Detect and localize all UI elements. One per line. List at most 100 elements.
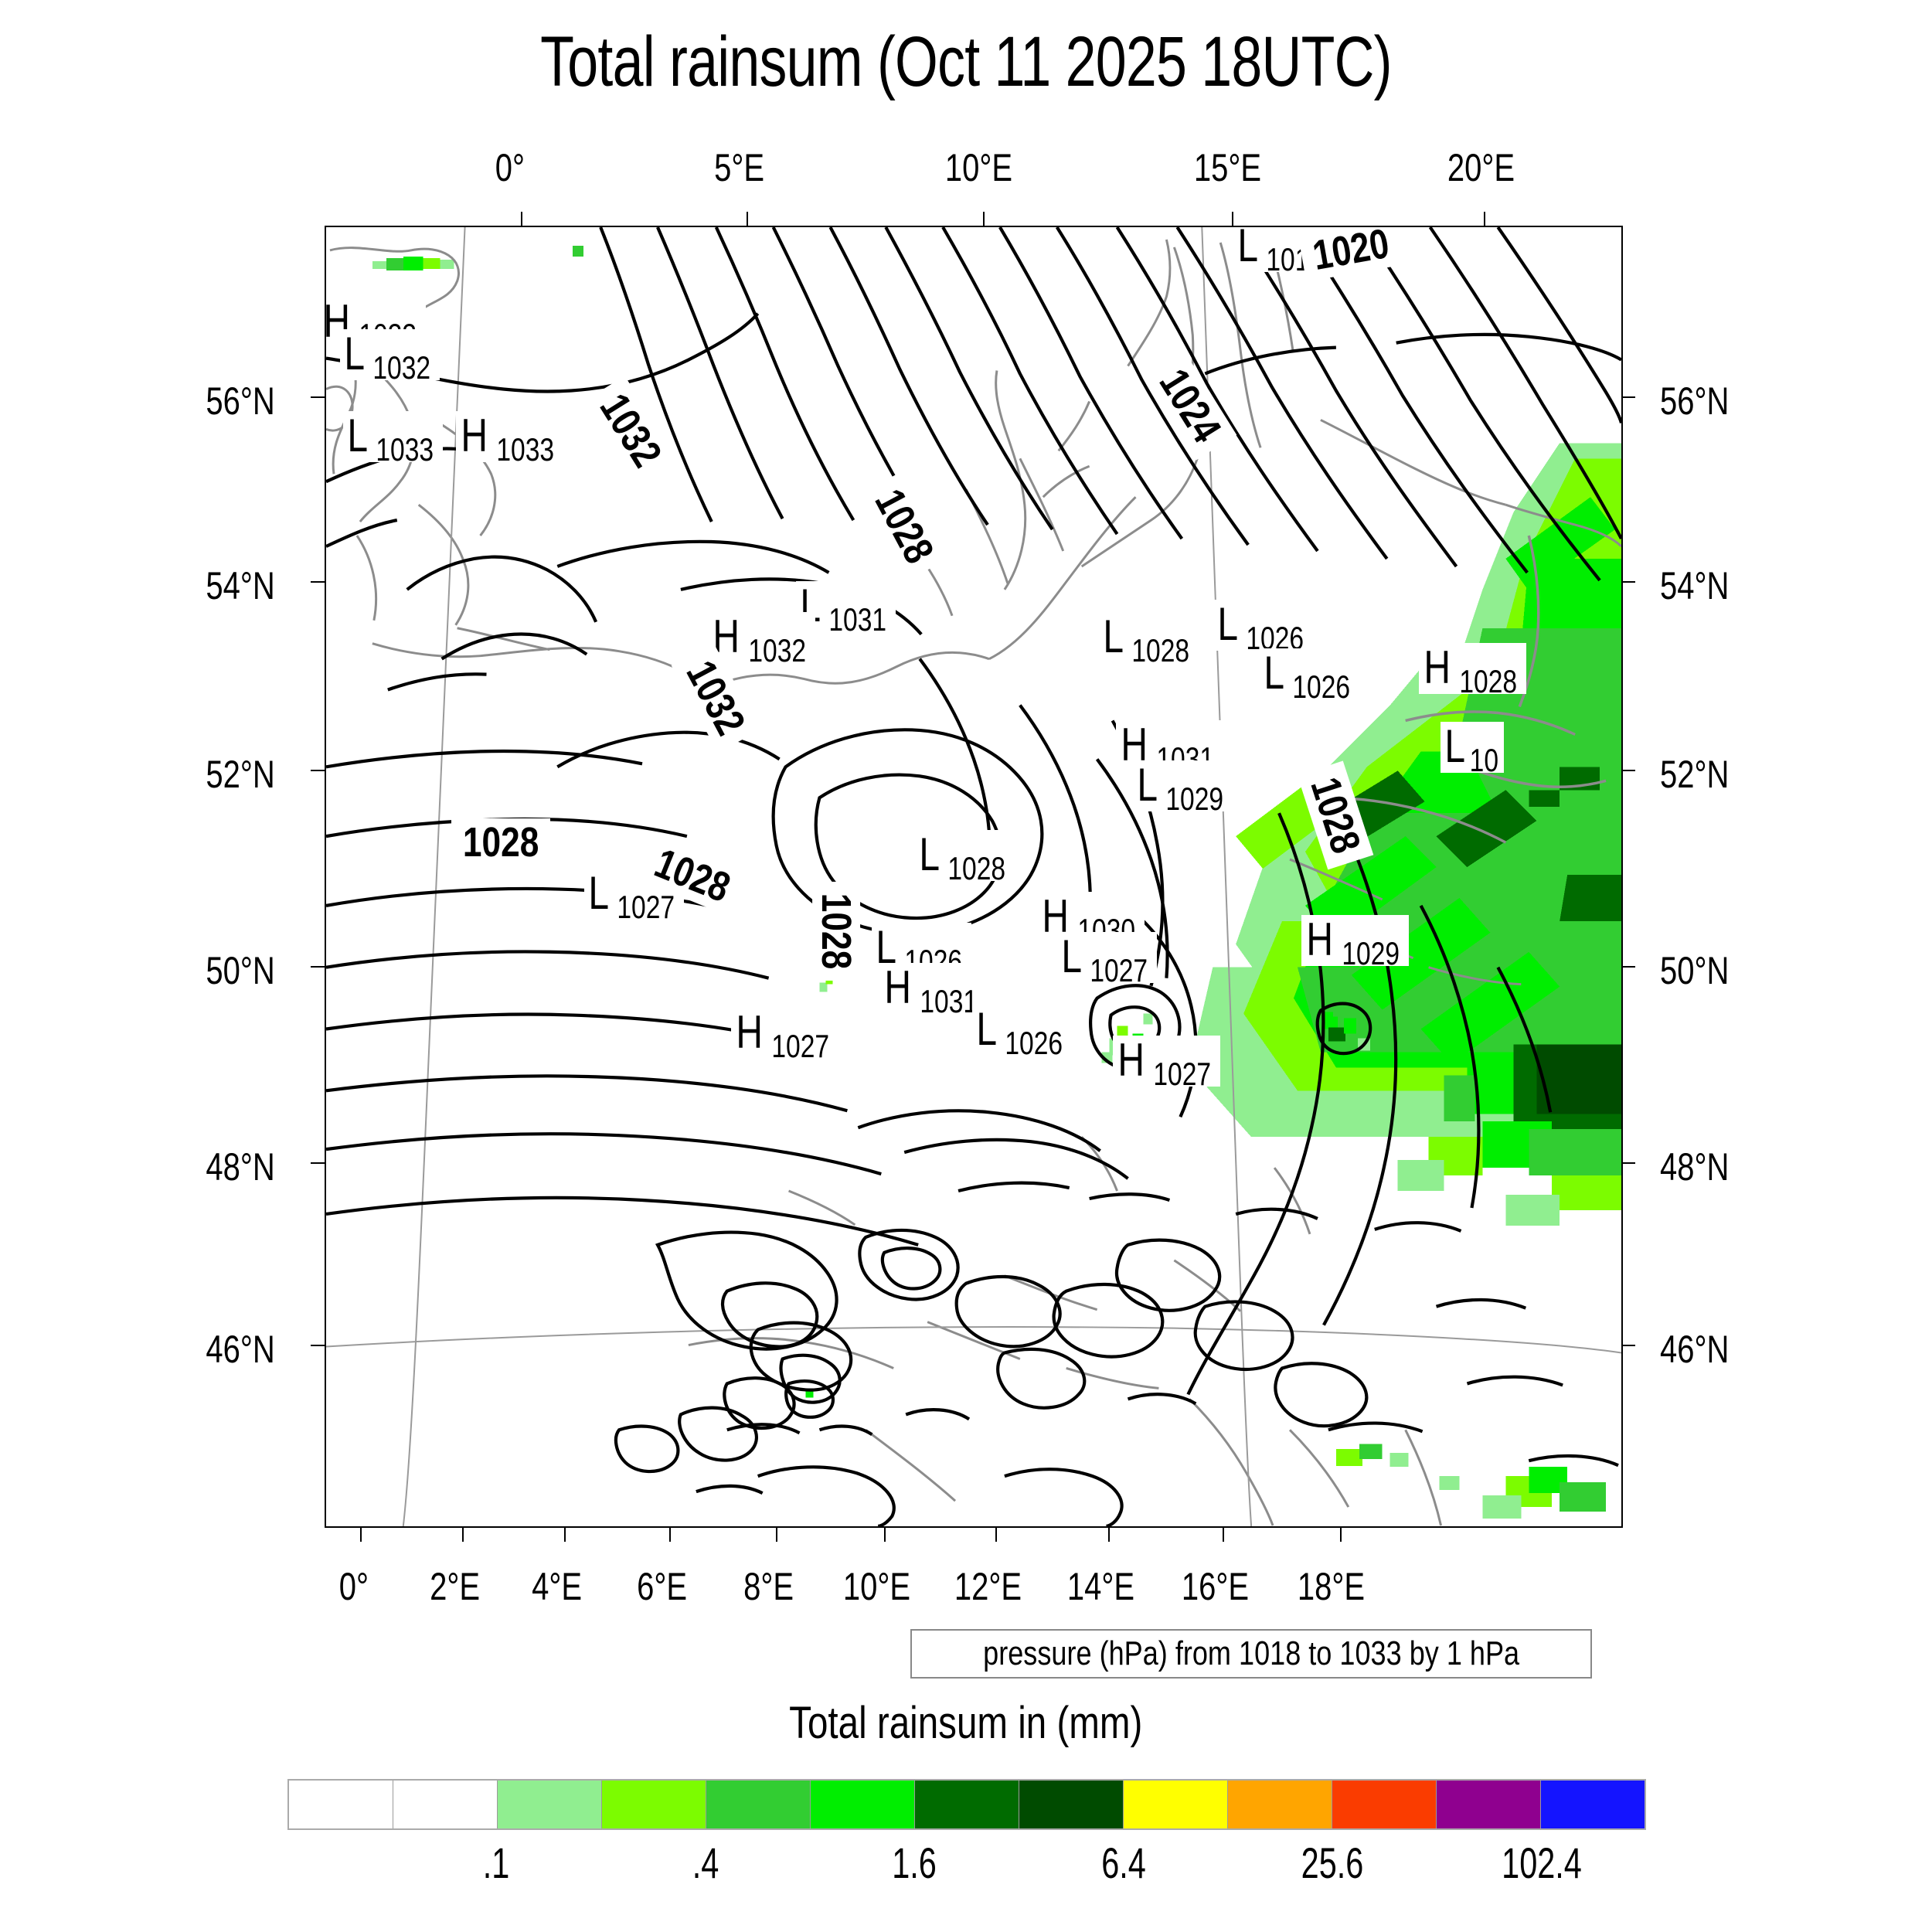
axis-tick-left xyxy=(311,770,325,771)
pressure-marker: L 10 xyxy=(1440,722,1505,777)
axis-label-left-4: 48°N xyxy=(206,1145,275,1189)
pressure-marker: L 1028 xyxy=(1099,612,1199,667)
axis-tick-bottom xyxy=(1223,1528,1224,1542)
axis-tick-bottom xyxy=(669,1528,671,1542)
colorbar-cell-12 xyxy=(1541,1781,1645,1828)
pressure-marker: L 1026 xyxy=(1260,648,1359,703)
axis-tick-right xyxy=(1621,581,1635,583)
contour-label: 1028 xyxy=(812,881,861,981)
axis-tick-top xyxy=(1484,212,1485,226)
pressure-marker: L 1026 xyxy=(1213,600,1313,655)
axis-label-bottom-3: 6°E xyxy=(637,1565,688,1608)
axis-tick-left xyxy=(311,1162,325,1164)
colorbar-cell-1 xyxy=(393,1781,498,1828)
axis-label-left-0: 56°N xyxy=(206,379,275,423)
colorbar-cell-5 xyxy=(811,1781,915,1828)
axis-label-left-2: 52°N xyxy=(206,753,275,796)
colorbar-cell-7 xyxy=(1019,1781,1124,1828)
colorbar-cell-6 xyxy=(915,1781,1019,1828)
colorbar-label-1: .4 xyxy=(692,1838,719,1887)
axis-tick-right xyxy=(1621,1345,1635,1346)
colorbar-label-5: 102.4 xyxy=(1501,1838,1582,1887)
colorbar-cell-2 xyxy=(498,1781,602,1828)
colorbar-label-0: .1 xyxy=(483,1838,510,1887)
colorbar-cell-9 xyxy=(1228,1781,1332,1828)
axis-tick-bottom xyxy=(564,1528,566,1542)
pressure-note-text: pressure (hPa) from 1018 to 1033 by 1 hP… xyxy=(983,1634,1520,1672)
pressure-marker: L 1032 xyxy=(340,329,440,384)
axis-label-right-3: 50°N xyxy=(1660,949,1730,992)
axis-label-bottom-6: 12°E xyxy=(954,1565,1022,1608)
axis-tick-top xyxy=(747,212,748,226)
axis-tick-right xyxy=(1621,770,1635,771)
colorbar-cell-11 xyxy=(1437,1781,1541,1828)
axis-label-bottom-8: 16°E xyxy=(1181,1565,1250,1608)
colorbar-tick-labels: .1 .4 1.6 6.4 25.6 102.4 xyxy=(287,1838,1646,1900)
axis-label-top-0: 0° xyxy=(495,146,526,189)
axis-tick-bottom xyxy=(1340,1528,1342,1542)
axis-tick-left xyxy=(311,396,325,398)
axis-label-left-1: 54°N xyxy=(206,564,275,607)
axis-tick-bottom xyxy=(1108,1528,1110,1542)
pressure-marker: H 1027 xyxy=(1113,1036,1220,1090)
axis-tick-top xyxy=(983,212,985,226)
pressure-note-box: pressure (hPa) from 1018 to 1033 by 1 hP… xyxy=(910,1629,1593,1679)
axis-tick-right xyxy=(1621,1162,1635,1164)
axis-tick-bottom xyxy=(995,1528,997,1542)
axis-label-left-3: 50°N xyxy=(206,949,275,992)
pressure-marker: L 1027 xyxy=(1057,932,1157,987)
pressure-marker: H 1029 xyxy=(1301,915,1409,970)
axis-label-bottom-7: 14°E xyxy=(1066,1565,1135,1608)
pressure-marker: L 1026 xyxy=(972,1005,1072,1060)
page-title: Total rainsum (Oct 11 2025 18UTC) xyxy=(540,22,1392,101)
colorbar-label-2: 1.6 xyxy=(892,1838,937,1887)
axis-label-right-2: 52°N xyxy=(1660,753,1730,796)
colorbar-label-4: 25.6 xyxy=(1301,1838,1364,1887)
axis-label-top-1: 5°E xyxy=(714,146,765,189)
axis-label-bottom-0: 0° xyxy=(338,1565,369,1608)
colorbar-cell-0 xyxy=(289,1781,393,1828)
colorbar-cell-4 xyxy=(706,1781,811,1828)
axis-label-right-4: 48°N xyxy=(1660,1145,1730,1189)
pressure-marker: H 1028 xyxy=(1419,643,1526,698)
axis-label-bottom-5: 10°E xyxy=(842,1565,911,1608)
colorbar-cell-8 xyxy=(1124,1781,1228,1828)
axis-label-right-0: 56°N xyxy=(1660,379,1730,423)
axis-tick-left xyxy=(311,966,325,968)
axis-label-left-5: 46°N xyxy=(206,1328,275,1371)
colorbar-cell-10 xyxy=(1332,1781,1437,1828)
colorbar-label-3: 6.4 xyxy=(1101,1838,1146,1887)
pressure-marker: H 1032 xyxy=(708,612,815,667)
precipitation-field xyxy=(372,245,1621,1519)
axis-label-bottom-9: 18°E xyxy=(1297,1565,1366,1608)
axis-tick-right xyxy=(1621,396,1635,398)
axis-label-right-1: 54°N xyxy=(1660,564,1730,607)
contour-label: 1028 xyxy=(451,818,551,866)
axis-tick-top xyxy=(521,212,522,226)
pressure-marker: L 1029 xyxy=(1133,760,1233,815)
axis-label-bottom-4: 8°E xyxy=(743,1565,794,1608)
axis-label-bottom-2: 4°E xyxy=(532,1565,583,1608)
axis-tick-bottom xyxy=(462,1528,464,1542)
pressure-marker: H 1027 xyxy=(731,1008,838,1063)
axis-tick-right xyxy=(1621,966,1635,968)
pressure-marker: L 1033 xyxy=(343,411,443,466)
axis-tick-bottom xyxy=(360,1528,362,1542)
axis-tick-left xyxy=(311,1345,325,1346)
axis-label-top-3: 15°E xyxy=(1193,146,1262,189)
pressure-marker: L 1028 xyxy=(915,830,1015,885)
axis-tick-bottom xyxy=(884,1528,886,1542)
axis-label-bottom-1: 2°E xyxy=(430,1565,481,1608)
colorbar-cell-3 xyxy=(602,1781,706,1828)
axis-label-top-4: 20°E xyxy=(1447,146,1515,189)
axis-tick-bottom xyxy=(776,1528,777,1542)
axis-tick-left xyxy=(311,581,325,583)
axis-label-right-5: 46°N xyxy=(1660,1328,1730,1371)
axis-tick-top xyxy=(1232,212,1233,226)
axis-label-top-2: 10°E xyxy=(944,146,1013,189)
colorbar xyxy=(287,1779,1646,1830)
colorbar-title: Total rainsum in (mm) xyxy=(789,1698,1143,1748)
